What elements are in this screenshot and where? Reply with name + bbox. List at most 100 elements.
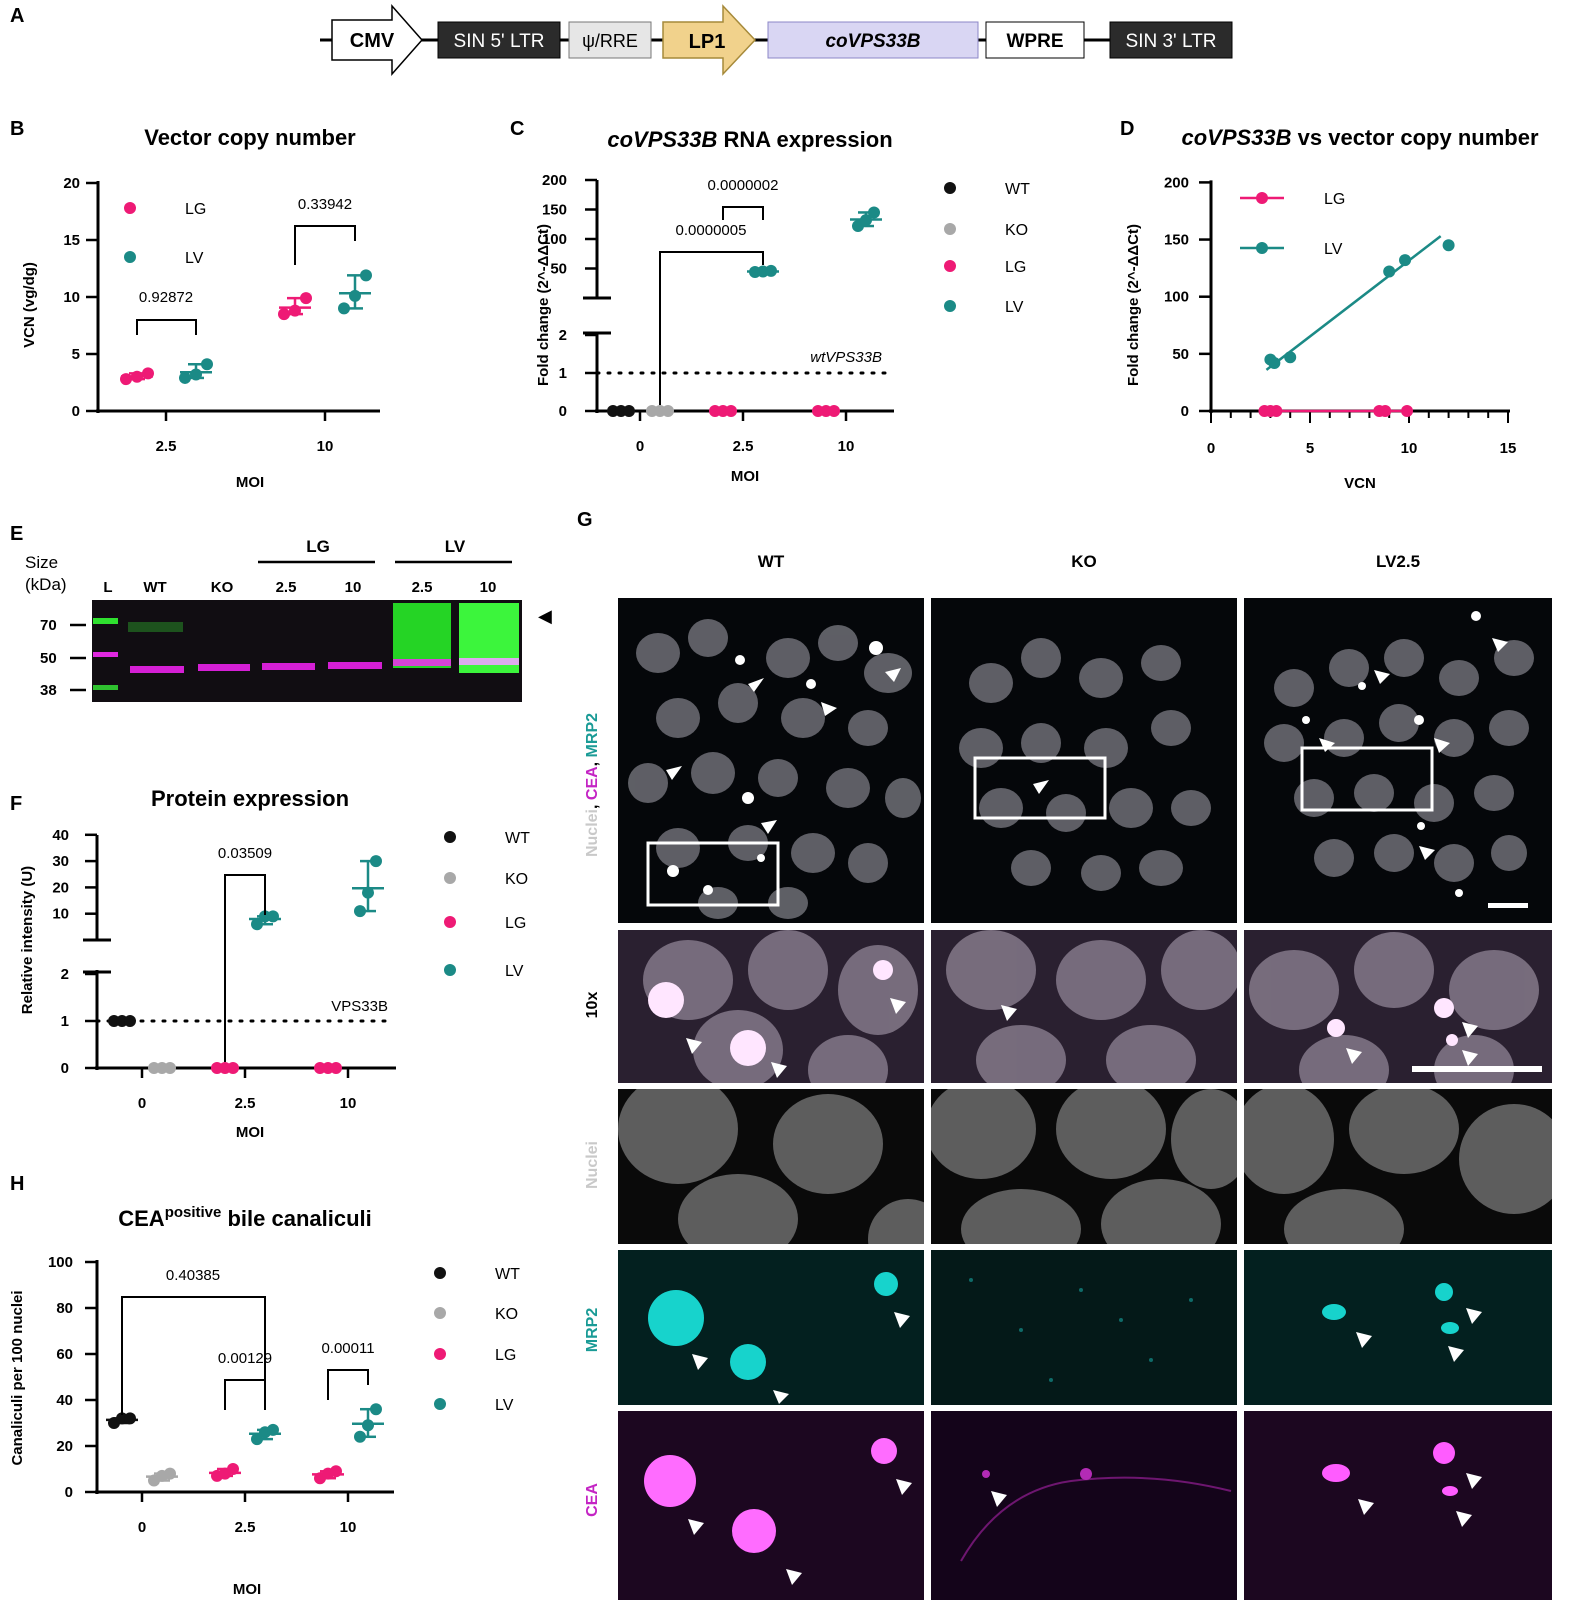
row-label-cea-text: CEA [584, 1483, 601, 1517]
data-point [190, 368, 202, 381]
sin5-ltr-label: SIN 5' LTR [454, 31, 545, 52]
reference-line-label: VPS33B [331, 998, 388, 1015]
y-tick-label: 0 [61, 1060, 69, 1077]
wt-band-green [128, 622, 183, 632]
legend-marker [444, 964, 456, 976]
y-tick-label: 100 [542, 231, 567, 248]
y-tick-label: 30 [52, 853, 69, 870]
column-label-wt: WT [757, 552, 785, 571]
ko-band-magenta [198, 664, 250, 671]
y-tick-label: 100 [48, 1254, 73, 1271]
ladder-band-70 [93, 618, 118, 624]
legend-marker [944, 223, 956, 235]
y-tick-label: 40 [52, 827, 69, 844]
micrograph-lv25-zoom [1244, 930, 1552, 1083]
micrograph-lv25-cea [1244, 1411, 1552, 1600]
lane-label-lg25: 2.5 [276, 579, 297, 596]
panel-c-rna-chart: C coVPS33B RNA expression Fold change (2… [510, 118, 1030, 485]
lv10-band-magenta [459, 658, 519, 665]
x-tick-label: 10 [340, 1519, 357, 1536]
data-point [142, 367, 154, 380]
data-point [227, 1062, 239, 1074]
legend-marker [434, 1307, 446, 1319]
marker-38: 38 [40, 682, 57, 699]
legend-marker [1256, 192, 1268, 204]
panel-f-protein-chart: F Protein expression Relative intensity … [10, 786, 530, 1141]
sin5-ltr-element: SIN 5' LTR [437, 21, 561, 59]
y-tick-label: 2 [61, 966, 69, 983]
size-label: Size [25, 553, 58, 572]
title-gene: coVPS33B [1181, 125, 1291, 150]
micrograph-wt-merge [618, 598, 924, 923]
data-point [330, 1062, 342, 1074]
x-tick-label: 0 [636, 438, 644, 455]
y-tick-label: 0 [65, 1484, 73, 1501]
legend-marker [444, 916, 456, 928]
x-tick-label: 15 [1500, 440, 1517, 457]
y-axis-label: Relative intensity (U) [19, 866, 36, 1014]
lp1-label: LP1 [689, 31, 726, 53]
significance-bracket [327, 1369, 369, 1400]
micrograph-ko-mrp2 [931, 1250, 1237, 1405]
legend-marker [1256, 242, 1268, 254]
y-tick-label: 200 [1164, 174, 1189, 191]
data-point [1268, 356, 1281, 369]
panel-label-e: E [10, 523, 23, 545]
blot-image [92, 600, 522, 702]
x-axis-label: MOI [236, 474, 264, 491]
reference-line-label: wtVPS33B [810, 349, 882, 366]
panel-label-c: C [510, 118, 524, 140]
y-tick-label: 200 [542, 172, 567, 189]
panel-a-construct: A CMV SIN 5' LTR ψ/RRE LP1 coVPS33B WPRE… [10, 4, 1233, 76]
significance-bracket [294, 225, 356, 265]
micrograph-wt-cea [618, 1411, 924, 1600]
scale-bar [1488, 903, 1528, 908]
lv-fit-line [1265, 235, 1442, 371]
x-tick-label: 2.5 [235, 1095, 256, 1112]
x-tick-label: 10 [317, 438, 334, 455]
micrograph-wt-zoom [618, 930, 924, 1083]
row-label-nuclei: Nuclei [573, 1141, 613, 1189]
micrograph-lv25-merge [1244, 598, 1552, 923]
y-tick-label: 2 [559, 327, 567, 344]
lv25-band-magenta [393, 659, 451, 666]
row-label-separator: , [584, 800, 601, 809]
chart-title: Vector copy number [144, 125, 356, 150]
sin3-ltr-element: SIN 3' LTR [1109, 21, 1233, 59]
group-lg-label: LG [306, 537, 330, 556]
x-tick-label: 2.5 [235, 1519, 256, 1536]
legend-label: WT [1005, 181, 1030, 198]
legend-label: LV [185, 250, 204, 267]
micrograph-ko-zoom [931, 930, 1237, 1083]
y-tick-label: 1 [61, 1013, 69, 1030]
title-main: CEA [118, 1206, 165, 1231]
data-point [131, 370, 143, 383]
x-axis-label: MOI [233, 1581, 261, 1598]
x-tick-label: 2.5 [156, 438, 177, 455]
y-tick-label: 20 [52, 879, 69, 896]
significance-bracket [722, 206, 764, 220]
x-tick-label: 0 [1207, 440, 1215, 457]
data-point [1383, 265, 1396, 278]
scale-bar [1412, 1066, 1542, 1072]
chart-title: CEApositive bile canaliculi [118, 1204, 372, 1231]
significance-bracket [121, 1296, 266, 1415]
p-value-label: 0.0000002 [708, 177, 779, 194]
chart-title: coVPS33B vs vector copy number [1181, 125, 1538, 150]
data-point [1284, 351, 1297, 364]
column-label-ko: KO [1071, 552, 1097, 571]
y-tick-label: 1 [559, 365, 567, 382]
micrograph-ko-nuclei [931, 1089, 1237, 1244]
wpre-element: WPRE [985, 21, 1085, 59]
panel-b-vcn-chart: B Vector copy number VCN (vg/dg) MOI 0 5 1… [10, 118, 380, 491]
data-point [868, 206, 880, 219]
chart-title: coVPS33B RNA expression [607, 127, 892, 152]
marker-70: 70 [40, 617, 57, 634]
data-point [1270, 405, 1283, 417]
sin3-ltr-label: SIN 3' LTR [1126, 31, 1217, 52]
p-value-label: 0.40385 [166, 1267, 220, 1284]
lane-label-wt: WT [143, 579, 166, 596]
lg10-band-magenta [328, 662, 382, 669]
p-value-label: 0.00011 [321, 1340, 374, 1357]
y-tick-label: 5 [72, 346, 80, 363]
